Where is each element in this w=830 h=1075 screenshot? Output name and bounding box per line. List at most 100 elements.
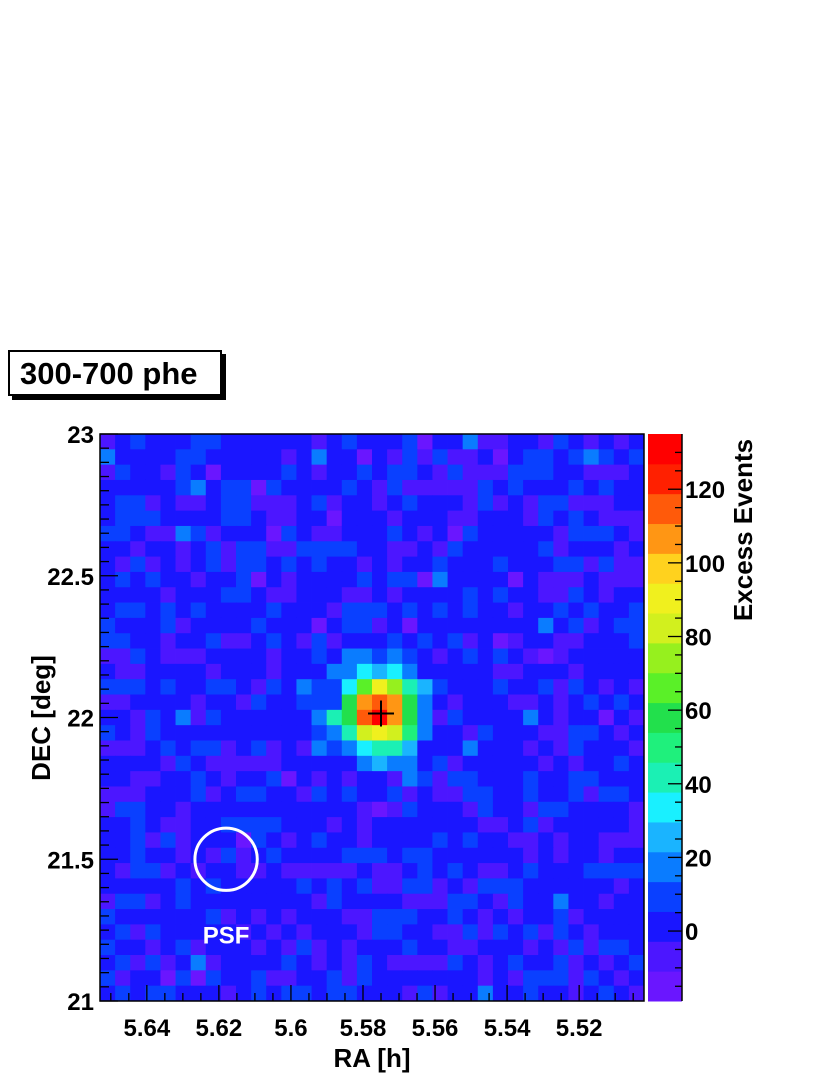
heatmap-cell bbox=[447, 464, 464, 481]
heatmap-cell bbox=[145, 786, 161, 803]
heatmap-cell bbox=[508, 633, 524, 649]
heatmap-cell bbox=[175, 817, 192, 833]
heatmap-cell bbox=[598, 663, 615, 680]
heatmap-cell bbox=[175, 709, 192, 726]
heatmap-cell bbox=[553, 801, 569, 818]
heatmap-cell bbox=[628, 556, 645, 573]
heatmap-cell bbox=[598, 725, 615, 741]
heatmap-cell bbox=[538, 633, 554, 649]
heatmap-cell bbox=[417, 801, 433, 818]
heatmap-cell bbox=[130, 709, 146, 726]
heatmap-cell bbox=[175, 909, 192, 925]
heatmap-cell bbox=[492, 847, 509, 864]
heatmap-cell bbox=[145, 464, 161, 481]
heatmap-cell bbox=[613, 495, 630, 512]
heatmap-cell bbox=[538, 863, 554, 879]
heatmap-cell bbox=[251, 434, 267, 450]
heatmap-cell bbox=[417, 541, 433, 557]
heatmap-cell bbox=[251, 648, 267, 665]
heatmap-cell bbox=[205, 663, 222, 680]
heatmap-cell bbox=[266, 786, 282, 803]
heatmap-cell bbox=[145, 955, 161, 971]
heatmap-cell bbox=[568, 740, 584, 757]
heatmap-cell bbox=[326, 449, 343, 466]
heatmap-cell bbox=[326, 679, 343, 695]
heatmap-cell bbox=[356, 771, 373, 787]
heatmap-cell bbox=[553, 434, 569, 450]
heatmap-cell bbox=[145, 740, 161, 757]
heatmap-cell bbox=[523, 694, 539, 711]
heatmap-cell bbox=[205, 571, 222, 588]
heatmap-cell bbox=[205, 434, 222, 450]
heatmap-cell bbox=[477, 863, 494, 879]
heatmap-cell bbox=[598, 434, 615, 450]
heatmap-cell bbox=[296, 893, 312, 910]
heatmap-cell bbox=[160, 541, 176, 557]
heatmap-cell bbox=[190, 924, 207, 941]
heatmap-cell bbox=[387, 633, 403, 649]
heatmap-cell bbox=[432, 985, 448, 1002]
heatmap-cell bbox=[538, 817, 554, 833]
heatmap-cell bbox=[311, 786, 328, 803]
heatmap-cell bbox=[372, 464, 388, 481]
heatmap-cell bbox=[583, 556, 600, 573]
heatmap-cell bbox=[190, 495, 207, 512]
heatmap-cell bbox=[417, 495, 433, 512]
heatmap-cell bbox=[583, 648, 600, 665]
heatmap-cell bbox=[447, 970, 464, 987]
heatmap-cell bbox=[341, 617, 358, 634]
heatmap-cell bbox=[417, 970, 433, 987]
heatmap-cell bbox=[613, 571, 630, 588]
heatmap-cell bbox=[190, 541, 207, 557]
heatmap-cell bbox=[236, 571, 252, 588]
heatmap-cell bbox=[130, 909, 146, 925]
heatmap-cell bbox=[115, 832, 131, 849]
heatmap-cell bbox=[205, 725, 222, 741]
heatmap-cell bbox=[100, 434, 116, 450]
heatmap-cell bbox=[598, 909, 615, 925]
heatmap-cell bbox=[341, 801, 358, 818]
heatmap-cell bbox=[296, 679, 312, 695]
heatmap-cell bbox=[145, 587, 161, 603]
heatmap-cell bbox=[462, 771, 479, 787]
heatmap-cell bbox=[492, 648, 509, 665]
heatmap-cell bbox=[538, 479, 554, 496]
heatmap-cell bbox=[492, 449, 509, 466]
heatmap-cell bbox=[100, 571, 116, 588]
heatmap-cell bbox=[115, 663, 131, 680]
heatmap-cell bbox=[281, 878, 297, 895]
heatmap-cell bbox=[115, 924, 131, 941]
heatmap-cell bbox=[281, 939, 297, 956]
heatmap-cell bbox=[236, 755, 252, 772]
heatmap-cell bbox=[628, 617, 645, 634]
heatmap-cell bbox=[130, 725, 146, 741]
heatmap-cell bbox=[251, 924, 267, 941]
heatmap-cell bbox=[356, 893, 373, 910]
heatmap-cell bbox=[160, 863, 176, 879]
heatmap-cell bbox=[160, 740, 176, 757]
heatmap-cell bbox=[115, 725, 131, 741]
heatmap-cell bbox=[447, 893, 464, 910]
heatmap-cell bbox=[311, 893, 328, 910]
heatmap-cell bbox=[175, 449, 192, 466]
heatmap-cell bbox=[553, 449, 569, 466]
heatmap-cell bbox=[628, 955, 645, 971]
heatmap-cell bbox=[266, 556, 282, 573]
heatmap-cell bbox=[356, 602, 373, 619]
heatmap-cell bbox=[296, 847, 312, 864]
heatmap-cell bbox=[568, 679, 584, 695]
heatmap-cell bbox=[356, 694, 373, 711]
heatmap-cell bbox=[115, 602, 131, 619]
heatmap-cell bbox=[477, 587, 494, 603]
heatmap-cell bbox=[523, 571, 539, 588]
heatmap-cell bbox=[311, 725, 328, 741]
heatmap-cell bbox=[387, 740, 403, 757]
heatmap-cell bbox=[236, 801, 252, 818]
heatmap-cell bbox=[387, 970, 403, 987]
heatmap-cell bbox=[523, 771, 539, 787]
heatmap-cell bbox=[341, 694, 358, 711]
heatmap-cell bbox=[402, 771, 418, 787]
heatmap-cell bbox=[372, 449, 388, 466]
heatmap-cell bbox=[402, 786, 418, 803]
heatmap-cell bbox=[296, 863, 312, 879]
